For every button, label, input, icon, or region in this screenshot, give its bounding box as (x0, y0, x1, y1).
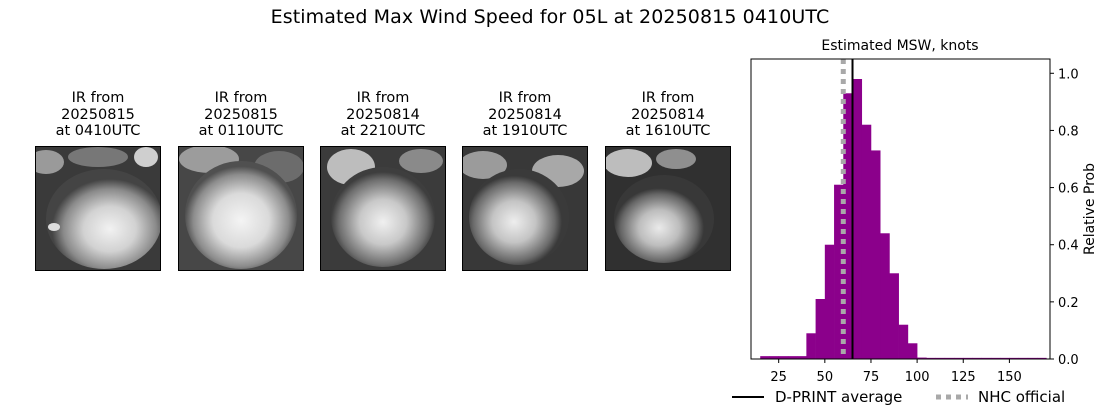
ir-satellite-image-2 (178, 145, 304, 271)
ir-caption-line1: IR from (214, 90, 268, 106)
histogram-bar (843, 93, 853, 360)
histogram-bar (760, 356, 770, 359)
bars-layer (760, 79, 1047, 360)
ir-panel-2: IR from 20250815 at 0110UTC (178, 90, 304, 271)
histogram-bar (935, 357, 946, 359)
histogram-bar (1000, 357, 1010, 359)
histogram-bar (787, 356, 798, 359)
ir-caption-date: 20250815 (204, 106, 278, 123)
legend-label-nhc: NHC official (978, 388, 1065, 406)
histogram-bar (944, 357, 955, 359)
histogram-bar (861, 124, 872, 359)
histogram-bar (834, 184, 844, 359)
histogram-bar (926, 357, 936, 359)
histogram-bar (1027, 357, 1038, 359)
ir-panel-3: IR from 20250814 at 2210UTC (320, 90, 446, 271)
ir-caption-3: IR from 20250814 at 2210UTC (320, 90, 446, 140)
ir-caption-5: IR from 20250814 at 1610UTC (605, 90, 731, 140)
histogram-bar (889, 273, 899, 359)
ir-caption-line1: IR from (498, 90, 552, 106)
ir-caption-line1: IR from (641, 90, 695, 106)
ir-caption-date: 20250814 (346, 106, 420, 123)
histogram-bar (990, 357, 1001, 359)
ir-caption-2: IR from 20250815 at 0110UTC (178, 90, 304, 140)
y-axis-label: Relative Prob (1082, 163, 1098, 255)
histogram-bar (880, 233, 890, 359)
histogram-bar (824, 244, 835, 359)
ir-panel-4: IR from 20250814 at 1910UTC (462, 90, 588, 271)
ir-caption-line1: IR from (356, 90, 410, 106)
ir-caption-time: at 0410UTC (55, 123, 141, 139)
plot-frame (750, 58, 1051, 360)
ir-caption-4: IR from 20250814 at 1910UTC (462, 90, 588, 140)
x-tick-label: 150 (997, 370, 1022, 385)
ir-caption-time: at 1610UTC (625, 123, 711, 139)
reference-lines-layer (840, 59, 854, 359)
histogram-bar (954, 357, 964, 359)
histogram-bar (963, 357, 973, 359)
histogram-bar (769, 356, 779, 359)
histogram-bar (1037, 357, 1047, 359)
y-tick-label: 0.2 (1058, 296, 1079, 311)
histogram-bar (778, 356, 789, 359)
ir-caption-date: 20250814 (488, 106, 562, 123)
ir-satellite-image-4 (462, 145, 588, 271)
ir-panel-1: IR from 20250815 at 0410UTC (35, 90, 161, 271)
chart-title: Estimated MSW, knots (821, 38, 978, 54)
figure-title: Estimated Max Wind Speed for 05L at 2025… (270, 6, 830, 28)
legend-label-dprint: D-PRINT average (775, 388, 902, 406)
x-axis: 25 50 75 100 125 150 (770, 359, 1022, 385)
y-axis: 0.0 0.2 0.4 0.6 0.8 1.0 (1050, 67, 1079, 368)
x-tick-label: 125 (951, 370, 976, 385)
ir-caption-time: at 1910UTC (482, 123, 568, 139)
ir-caption-date: 20250815 (61, 106, 135, 123)
ir-caption-time: at 0110UTC (198, 123, 284, 139)
histogram-bar (917, 357, 927, 359)
histogram-bar (1018, 357, 1029, 359)
y-tick-label: 0.8 (1058, 124, 1079, 139)
ir-caption-date: 20250814 (631, 106, 705, 123)
histogram-bar (1009, 357, 1019, 359)
ir-satellite-image-3 (320, 145, 446, 271)
ir-caption-1: IR from 20250815 at 0410UTC (35, 90, 161, 140)
legend: D-PRINT average NHC official (732, 388, 1065, 406)
ir-caption-time: at 2210UTC (340, 123, 426, 139)
x-tick-label: 100 (905, 370, 930, 385)
x-tick-label: 25 (770, 370, 787, 385)
y-tick-label: 0.0 (1058, 353, 1079, 368)
histogram-bar (981, 357, 992, 359)
x-tick-label: 50 (817, 370, 834, 385)
ir-caption-line1: IR from (71, 90, 125, 106)
histogram-bar (852, 79, 863, 359)
histogram-bar (907, 343, 918, 359)
y-tick-label: 0.4 (1058, 239, 1079, 254)
y-tick-label: 0.6 (1058, 182, 1079, 197)
histogram-bar (898, 324, 909, 359)
histogram-bar (870, 150, 881, 359)
ir-satellite-image-1 (35, 145, 161, 271)
ir-satellite-image-5 (605, 145, 731, 271)
ir-panel-5: IR from 20250814 at 1610UTC (605, 90, 731, 271)
histogram-bar (797, 356, 807, 359)
y-tick-label: 1.0 (1058, 67, 1079, 82)
histogram-bar (815, 299, 826, 359)
histogram-bar (806, 333, 816, 359)
x-tick-label: 75 (863, 370, 880, 385)
histogram-bar (972, 357, 983, 359)
